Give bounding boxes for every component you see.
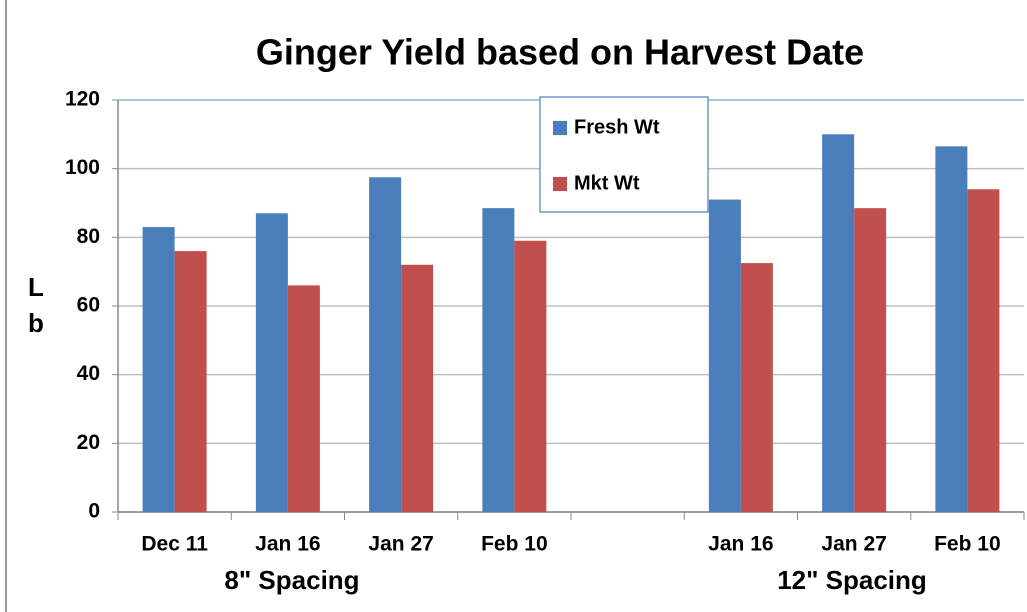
chart-title: Ginger Yield based on Harvest Date: [256, 32, 864, 73]
y-tick-label: 20: [77, 431, 100, 454]
legend-label: Fresh Wt: [574, 116, 660, 138]
bar: [174, 251, 207, 513]
bar: [822, 134, 855, 513]
x-tick-label: Feb 10: [934, 533, 1001, 556]
x-tick-label: Dec 11: [141, 533, 208, 556]
legend-label: Mkt Wt: [574, 172, 640, 194]
bar: [255, 213, 288, 513]
bar: [369, 177, 402, 512]
bar: [142, 227, 175, 513]
bar: [935, 146, 968, 512]
y-tick-label: 80: [77, 225, 100, 248]
legend-swatch: [553, 177, 567, 191]
x-tick-label: Jan 16: [708, 533, 773, 556]
bar: [482, 208, 515, 512]
x-tick-label: Feb 10: [481, 533, 548, 556]
y-tick-label: 40: [77, 362, 100, 385]
bar: [854, 208, 887, 512]
x-tick-label: Jan 27: [368, 533, 433, 556]
x-tick-label: Jan 27: [821, 533, 886, 556]
y-axis-label: Lb: [21, 272, 51, 344]
bar: [514, 240, 547, 512]
bar: [967, 189, 1000, 512]
legend-swatch: [553, 121, 567, 135]
bar: [740, 263, 773, 512]
y-tick-label: 100: [65, 156, 100, 179]
group-label: 8" Spacing: [224, 565, 359, 595]
y-tick-label: 0: [88, 500, 100, 523]
bar: [287, 285, 320, 512]
y-tick-label: 60: [77, 294, 100, 317]
bar: [708, 199, 741, 513]
x-tick-label: Jan 16: [255, 533, 320, 556]
y-tick-label: 120: [65, 88, 100, 111]
group-label: 12" Spacing: [777, 565, 927, 595]
bar: [401, 264, 434, 512]
legend-box: [539, 96, 709, 213]
